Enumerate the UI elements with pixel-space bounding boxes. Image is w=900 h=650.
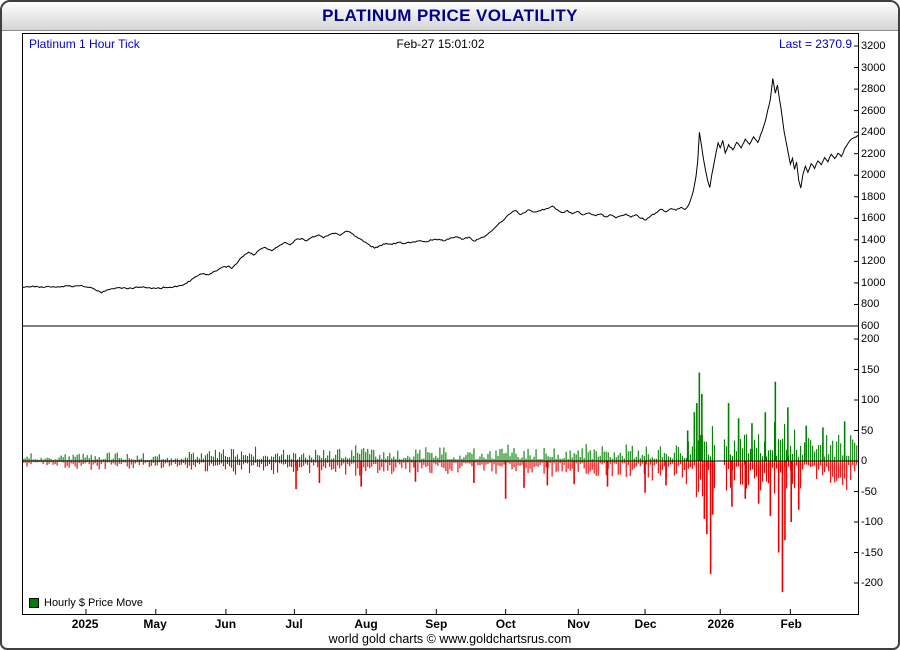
title-bar: PLATINUM PRICE VOLATILITY (2, 2, 898, 31)
y-tick-label: 50 (861, 424, 874, 437)
y-tick-label: 2800 (861, 83, 886, 96)
last-price-label: Last = 2370.9 (778, 37, 852, 51)
y-tick-label: 3200 (861, 40, 886, 52)
y-tick-label: 800 (861, 298, 880, 311)
y-tick-label: 200 (861, 333, 880, 345)
legend-label: Hourly $ Price Move (44, 597, 144, 609)
x-axis-label: Aug (354, 617, 378, 631)
y-tick-label: -150 (861, 546, 884, 559)
chart-plot-area: Platinum 1 Hour Tick Feb-27 15:01:02 Las… (22, 33, 859, 615)
y-tick-label: 100 (861, 394, 880, 406)
y-tick-label: 600 (861, 320, 880, 332)
y-axis: 3200 3000 2800 2600 2400 2200 2000 1800 1600 1400… (861, 34, 898, 614)
y-tick-label: 150 (861, 363, 880, 376)
x-axis: 2025 May Jun Jul Aug Sep Oct Nov Dec 2026 Feb (22, 617, 859, 632)
y-tick-label: -50 (861, 485, 877, 498)
x-axis-label: Jul (285, 617, 303, 631)
legend-swatch-icon (29, 598, 39, 608)
y-tick-label: 0 (861, 455, 868, 467)
y-tick-label: -100 (861, 516, 884, 528)
y-tick-label: 2400 (861, 126, 886, 139)
x-axis-label: Feb (780, 617, 802, 631)
y-tick-label: 2600 (861, 104, 886, 117)
x-axis-label: 2025 (71, 617, 99, 631)
y-tick-label: -200 (861, 577, 884, 589)
y-tick-label: 2000 (861, 169, 886, 182)
y-tick-label: 3000 (861, 61, 886, 74)
x-axis-label: May (143, 617, 167, 631)
y-tick-label: 1200 (861, 255, 886, 268)
price-volatility-chart (23, 45, 858, 614)
series-label: Platinum 1 Hour Tick (29, 37, 140, 51)
x-axis-label: Oct (495, 617, 516, 631)
y-tick-label: 1000 (861, 276, 886, 289)
x-axis-label: 2026 (707, 617, 735, 631)
y-tick-label: 2200 (861, 147, 886, 160)
y-tick-label: 1600 (861, 212, 886, 225)
legend: Hourly $ Price Move (29, 597, 143, 609)
timestamp-label: Feb-27 15:01:02 (396, 37, 485, 51)
x-axis-label: Nov (567, 617, 590, 631)
x-axis-label: Jun (214, 617, 237, 631)
page-title: PLATINUM PRICE VOLATILITY (322, 6, 578, 25)
y-tick-label: 1400 (861, 233, 886, 246)
footer-credit: world gold charts © www.goldchartsrus.co… (328, 632, 572, 646)
x-axis-label: Dec (634, 617, 657, 631)
x-axis-label: Sep (425, 617, 448, 631)
y-tick-label: 1800 (861, 190, 886, 203)
